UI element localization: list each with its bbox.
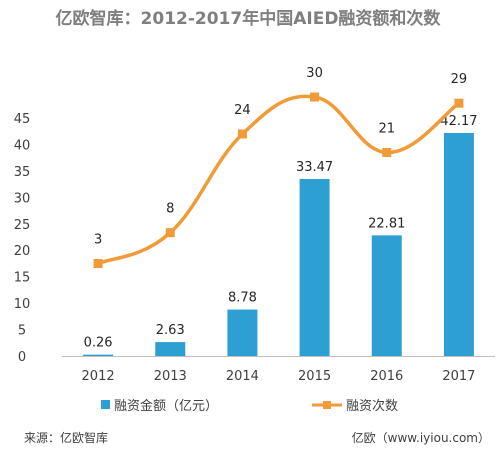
legend-line-label: 融资次数 [346, 398, 398, 414]
line-value-label: 29 [451, 72, 468, 87]
y-tick-label: 10 [14, 297, 31, 312]
bar-series: 0.26 2.63 8.78 33.47 22.81 42.17 [83, 114, 478, 356]
y-tick-label: 45 [14, 112, 31, 127]
bar [443, 132, 474, 356]
line-value-label: 3 [94, 233, 102, 248]
legend-bar-swatch [101, 400, 110, 409]
y-tick-label: 5 [18, 324, 26, 339]
legend: 融资金额（亿元） 融资次数 [101, 398, 398, 414]
bar [155, 342, 186, 356]
bar-value-label: 0.26 [84, 336, 113, 351]
source-note: 来源：亿欧智库 [24, 430, 108, 445]
line-path [96, 94, 461, 266]
line-point [93, 259, 103, 268]
bar-value-label: 22.81 [368, 216, 405, 231]
line-point [310, 92, 320, 102]
line-value-label: 8 [166, 202, 174, 217]
y-tick-label: 20 [14, 244, 31, 259]
chart-title: 亿欧智库：2012-2017年中国AIED融资额和次数 [56, 8, 442, 29]
line-value-label: 24 [234, 103, 251, 118]
line-value-label: 21 [378, 122, 395, 137]
line-point [382, 148, 392, 157]
bar [227, 309, 258, 356]
y-tick-label: 35 [14, 165, 31, 180]
legend-line-marker [323, 401, 331, 409]
y-tick-label: 0 [18, 350, 26, 365]
bar-value-label: 2.63 [156, 323, 185, 338]
x-tick-label: 2016 [370, 369, 403, 384]
y-axis: 0 5 10 15 20 25 30 35 40 45 [14, 112, 31, 365]
legend-bar-label: 融资金额（亿元） [114, 398, 218, 414]
line-value-label: 30 [306, 66, 323, 81]
bar-value-label: 8.78 [228, 291, 257, 306]
bar [299, 178, 330, 356]
y-tick-label: 30 [14, 191, 31, 206]
credit-note: 亿欧（www.iyiou.com） [352, 430, 490, 445]
line-point [237, 129, 247, 139]
y-tick-label: 15 [14, 271, 31, 286]
bar-value-label: 33.47 [296, 160, 333, 175]
y-tick-label: 40 [14, 138, 31, 153]
line-series: 3 8 24 30 21 29 [93, 66, 468, 268]
x-tick-label: 2017 [442, 369, 475, 384]
bar [83, 354, 114, 356]
bar [371, 235, 402, 356]
y-tick-label: 25 [14, 218, 31, 233]
x-axis: 2012 2013 2014 2015 2016 2017 [62, 356, 495, 384]
bar-value-label: 42.17 [440, 114, 477, 129]
x-tick-label: 2012 [82, 369, 115, 384]
x-tick-label: 2015 [298, 369, 331, 384]
x-tick-label: 2014 [226, 369, 259, 384]
line-point [454, 98, 464, 108]
x-tick-label: 2013 [154, 369, 187, 384]
line-point [165, 228, 175, 238]
